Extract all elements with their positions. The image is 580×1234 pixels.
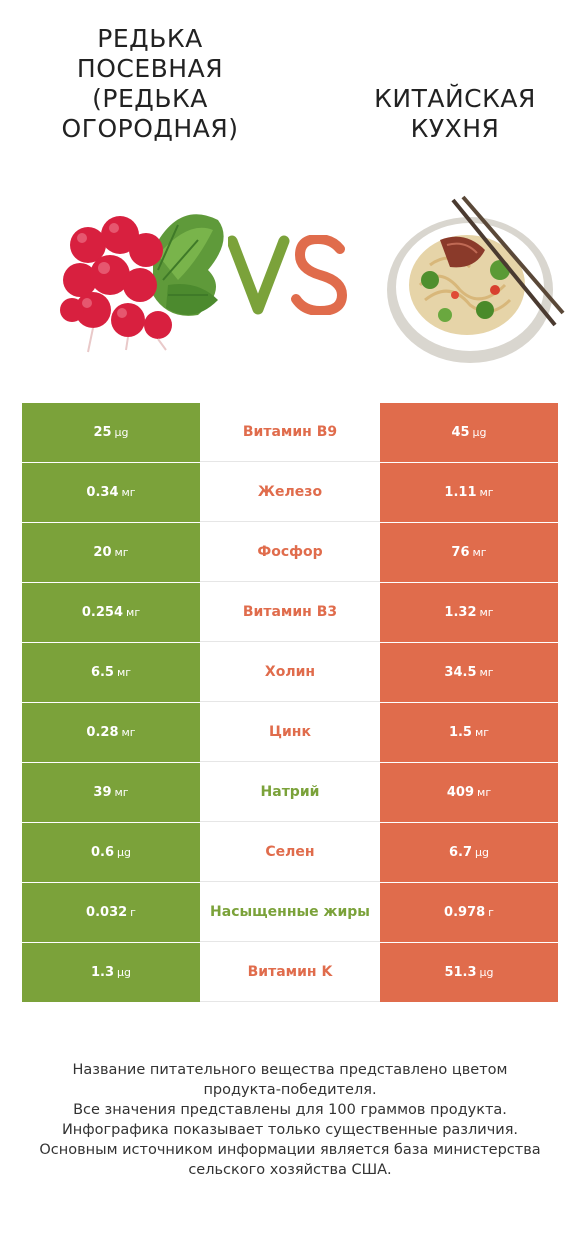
nutrient-name: Витамин B3 <box>200 583 380 642</box>
footer-line: Название питательного вещества представл… <box>72 1062 508 1078</box>
right-food-title: Китайская кухня <box>374 84 536 143</box>
left-value: 20 мг <box>22 523 200 582</box>
right-value-number: 6.7 <box>448 845 473 860</box>
table-row: 0.032 г Насыщенные жиры 0.978 г <box>22 883 558 942</box>
right-value-number: 1.11 <box>444 485 477 500</box>
right-value-unit: µg <box>472 426 487 439</box>
footer-line: Основным источником информации является … <box>39 1142 541 1158</box>
left-value: 0.6 µg <box>22 823 200 882</box>
nutrient-name: Цинк <box>200 703 380 762</box>
left-value-number: 1.3 <box>90 965 115 980</box>
right-value-unit: µg <box>475 846 489 859</box>
right-value-unit: г <box>488 906 494 919</box>
right-value: 76 мг <box>380 523 558 582</box>
table-row: 39 мг Натрий 409 мг <box>22 763 558 822</box>
table-row: 25 µg Витамин B9 45 µg <box>22 403 558 462</box>
left-value-number: 0.254 <box>81 605 124 620</box>
footer-line: сельского хозяйства США. <box>188 1162 392 1178</box>
table-row: 20 мг Фосфор 76 мг <box>22 523 558 582</box>
left-value-unit: мг <box>121 726 136 739</box>
right-value: 51.3 µg <box>380 943 558 1002</box>
left-value: 0.032 г <box>22 883 200 942</box>
right-value-number: 51.3 <box>444 965 477 980</box>
left-value-unit: мг <box>114 546 129 559</box>
right-value-number: 409 <box>446 785 475 800</box>
left-value: 39 мг <box>22 763 200 822</box>
left-value: 0.254 мг <box>22 583 200 642</box>
table-row: 1.3 µg Витамин K 51.3 µg <box>22 943 558 1002</box>
right-value-unit: мг <box>474 726 490 739</box>
nutrient-name: Витамин K <box>200 943 380 1002</box>
footer-line: продукта-победителя. <box>203 1082 377 1098</box>
right-value-unit: мг <box>479 606 494 619</box>
nutrient-name: Холин <box>200 643 380 702</box>
table-row: 0.34 мг Железо 1.11 мг <box>22 463 558 522</box>
left-value-number: 0.6 <box>90 845 115 860</box>
left-value-unit: мг <box>121 486 136 499</box>
right-value: 1.5 мг <box>380 703 558 762</box>
table-row: 0.6 µg Селен 6.7 µg <box>22 823 558 882</box>
nutrient-name: Железо <box>200 463 380 522</box>
left-value-number: 25 <box>93 425 112 440</box>
table-row: 0.254 мг Витамин B3 1.32 мг <box>22 583 558 642</box>
left-value-unit: г <box>130 906 136 919</box>
right-value: 1.11 мг <box>380 463 558 522</box>
right-value: 6.7 µg <box>380 823 558 882</box>
radish-bunch-image <box>60 214 224 353</box>
left-value-unit: мг <box>126 606 141 619</box>
left-value-number: 20 <box>93 545 112 560</box>
left-value: 0.34 мг <box>22 463 200 522</box>
left-value-unit: мг <box>116 666 132 679</box>
right-value-number: 1.32 <box>444 605 477 620</box>
left-value-unit: µg <box>114 426 129 439</box>
right-value-number: 1.5 <box>448 725 472 740</box>
left-value: 1.3 µg <box>22 943 200 1002</box>
right-value-unit: µg <box>479 966 494 979</box>
footer-line: Все значения представлены для 100 граммо… <box>73 1102 507 1118</box>
left-value-number: 6.5 <box>90 665 114 680</box>
nutrient-name: Селен <box>200 823 380 882</box>
left-value-number: 0.28 <box>86 725 119 740</box>
nutrient-name: Насыщенные жиры <box>200 883 380 942</box>
left-value-unit: µg <box>117 966 131 979</box>
right-value-unit: мг <box>477 786 492 799</box>
right-value: 0.978 г <box>380 883 558 942</box>
right-value: 1.32 мг <box>380 583 558 642</box>
right-value-unit: мг <box>479 486 494 499</box>
right-value-number: 45 <box>451 425 470 440</box>
right-value: 34.5 мг <box>380 643 558 702</box>
table-row: 0.28 мг Цинк 1.5 мг <box>22 703 558 762</box>
footer-notes: Название питательного вещества представл… <box>20 1060 560 1180</box>
left-value: 25 µg <box>22 403 200 462</box>
nutrient-name: Натрий <box>200 763 380 822</box>
right-value-unit: мг <box>472 546 487 559</box>
left-value-unit: мг <box>114 786 129 799</box>
left-food-title: Редька посевная (Редька огородная) <box>61 24 239 143</box>
right-value-number: 34.5 <box>444 665 477 680</box>
nutrient-comparison-table: 25 µg Витамин B9 45 µg 0.34 мг Железо 1.11 мг 20 мг… <box>22 403 558 1003</box>
right-value-unit: мг <box>479 666 494 679</box>
left-value-unit: µg <box>117 846 131 859</box>
table-row: 6.5 мг Холин 34.5 мг <box>22 643 558 702</box>
nutrient-name: Витамин B9 <box>200 403 380 462</box>
left-value-number: 39 <box>93 785 112 800</box>
right-value: 45 µg <box>380 403 558 462</box>
left-value: 0.28 мг <box>22 703 200 762</box>
vs-logo <box>228 235 348 315</box>
left-value-number: 0.34 <box>86 485 119 500</box>
right-value-number: 0.978 <box>444 905 486 920</box>
left-value: 6.5 мг <box>22 643 200 702</box>
chinese-noodle-bowl-image <box>387 195 565 363</box>
nutrient-name: Фосфор <box>200 523 380 582</box>
right-value: 409 мг <box>380 763 558 822</box>
right-value-number: 76 <box>451 545 470 560</box>
footer-line: Инфографика показывает только существенн… <box>61 1122 519 1138</box>
left-value-number: 0.032 <box>86 905 128 920</box>
